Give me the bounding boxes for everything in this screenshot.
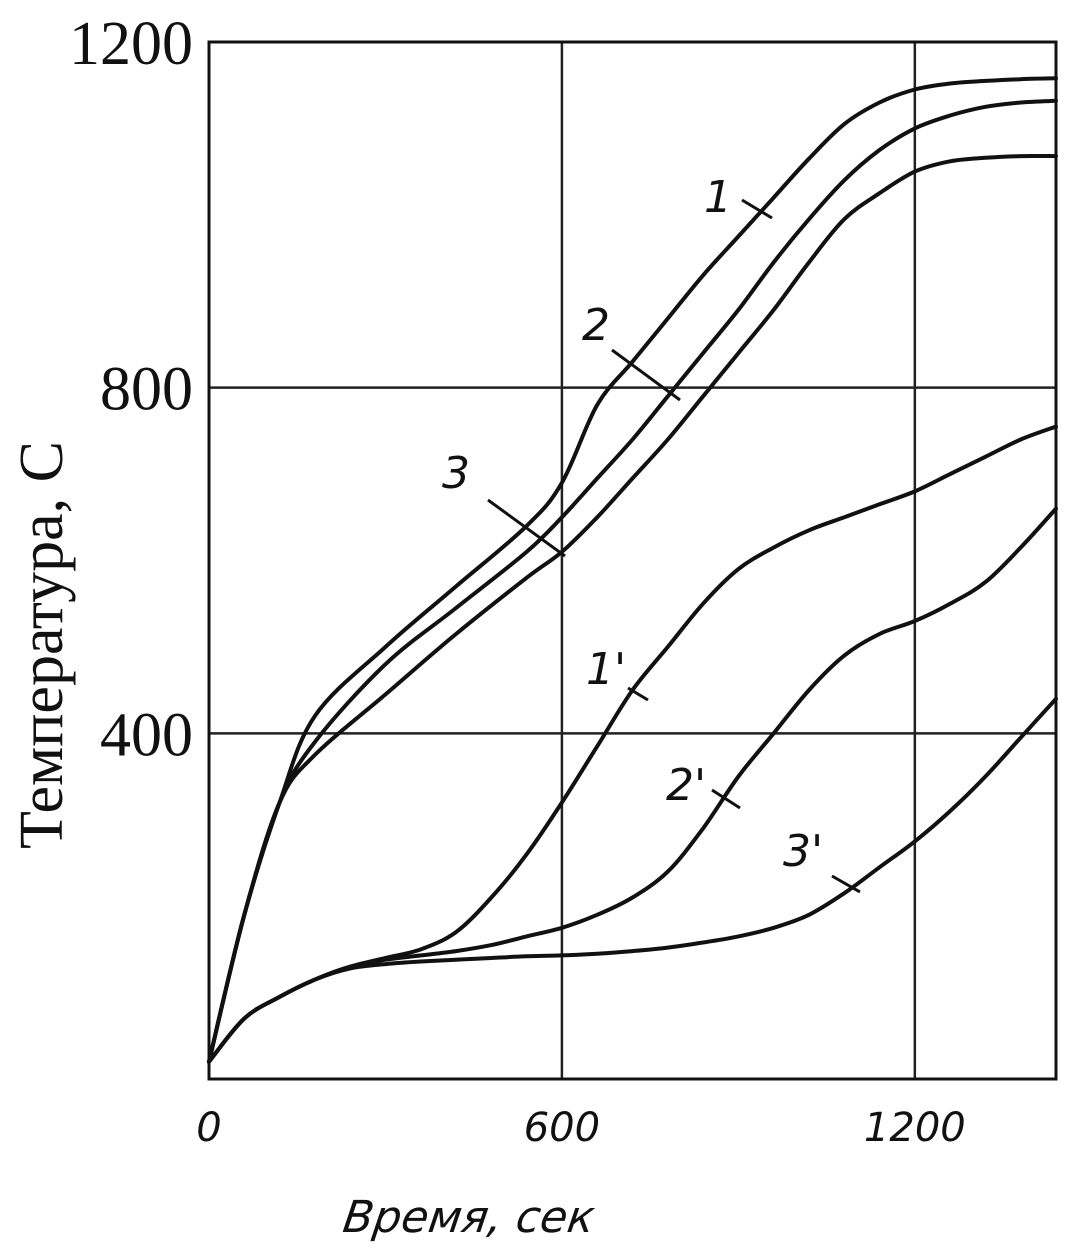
y-tick-label: 400 xyxy=(100,701,193,769)
series-line-5 xyxy=(207,506,1058,1064)
series-label: 3 xyxy=(442,448,470,499)
y-tick-label: 800 xyxy=(100,356,193,424)
x-tick-label: 1200 xyxy=(864,1105,966,1151)
series-line-3 xyxy=(207,153,1058,1064)
x-tick-labels: 0 600 1200 xyxy=(196,1105,965,1151)
series-line-6 xyxy=(207,696,1058,1064)
x-tick-label: 600 xyxy=(524,1105,600,1151)
leader-line xyxy=(627,686,649,702)
y-tick-label: 1200 xyxy=(69,10,193,78)
x-axis-label: Время, сек xyxy=(340,1192,598,1243)
leader-line xyxy=(831,874,861,894)
series-label: 1' xyxy=(586,644,626,695)
leader-line xyxy=(611,348,681,402)
series-labels: 1 2 3 1' 2' 3' xyxy=(442,172,823,877)
series-lines xyxy=(207,76,1058,1064)
plot-frame xyxy=(207,40,1058,1081)
y-axis-label: Температура, С xyxy=(8,441,76,849)
series-label: 3' xyxy=(783,826,823,877)
series-line-1 xyxy=(207,76,1058,1064)
series-label: 1 xyxy=(704,172,732,223)
y-tick-labels: 400 800 1200 xyxy=(69,10,193,769)
leader-line xyxy=(741,198,773,220)
leader-line xyxy=(487,498,566,558)
series-label: 2 xyxy=(582,300,610,351)
grid-lines xyxy=(209,42,1056,1079)
leader-line xyxy=(711,788,741,810)
series-label: 2' xyxy=(666,760,706,811)
x-tick-label: 0 xyxy=(196,1105,221,1151)
label-leaders xyxy=(487,198,861,894)
series-line-2 xyxy=(207,98,1058,1064)
series-line-4 xyxy=(207,424,1058,1064)
